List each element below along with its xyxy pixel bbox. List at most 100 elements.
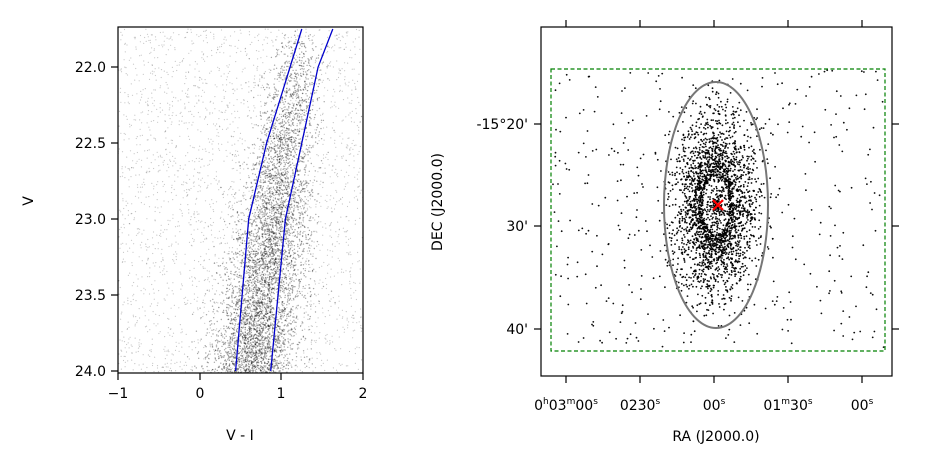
data-point: [255, 268, 257, 270]
data-point: [298, 145, 300, 147]
data-point: [234, 354, 236, 356]
data-point: [252, 259, 255, 262]
data-point: [283, 290, 285, 292]
data-point: [300, 325, 302, 327]
data-point: [215, 359, 217, 362]
data-point: [270, 156, 272, 158]
data-point: [307, 78, 309, 80]
data-point: [234, 325, 236, 327]
data-point: [285, 236, 287, 238]
data-point: [225, 262, 228, 264]
data-point: [247, 280, 249, 283]
data-point: [260, 345, 262, 348]
data-point: [272, 224, 274, 226]
data-point: [230, 186, 232, 188]
data-point: [320, 48, 322, 50]
data-point: [269, 237, 271, 239]
data-point: [227, 290, 229, 292]
data-point: [270, 56, 273, 59]
data-point: [245, 264, 247, 266]
data-point: [266, 86, 268, 89]
data-point: [269, 332, 271, 334]
data-point: [262, 128, 264, 130]
data-point: [277, 319, 279, 321]
data-point: [233, 337, 235, 340]
data-point: [296, 61, 298, 63]
data-point: [306, 70, 309, 72]
data-point: [224, 360, 226, 362]
data-point: [246, 261, 248, 264]
data-point: [260, 354, 262, 356]
data-point: [310, 74, 312, 77]
data-point: [275, 126, 277, 128]
data-point: [293, 231, 295, 233]
data-point: [300, 183, 302, 185]
data-point: [224, 341, 227, 344]
data-point: [250, 90, 252, 92]
data-point: [297, 295, 299, 297]
data-point: [284, 164, 286, 166]
data-point: [276, 159, 278, 161]
data-point: [276, 52, 278, 54]
data-point: [294, 269, 296, 271]
data-point: [243, 315, 245, 317]
data-point: [288, 249, 290, 251]
data-point: [224, 268, 226, 270]
data-point: [265, 150, 267, 152]
data-point: [286, 359, 288, 362]
data-point: [304, 114, 306, 117]
data-point: [293, 316, 295, 318]
data-point: [231, 300, 233, 302]
data-point: [246, 367, 248, 370]
data-point: [248, 376, 249, 377]
data-point: [268, 217, 270, 219]
data-point: [291, 329, 293, 331]
data-point: [258, 267, 260, 269]
data-point: [288, 155, 290, 157]
data-point: [265, 274, 267, 276]
data-point: [243, 257, 245, 259]
data-point: [257, 377, 258, 378]
data-point: [283, 357, 285, 359]
data-point: [299, 191, 302, 193]
data-point: [263, 254, 265, 256]
data-point: [235, 305, 237, 307]
data-point: [279, 204, 282, 206]
data-point: [314, 293, 316, 295]
data-point: [276, 218, 278, 221]
data-point: [229, 342, 231, 344]
data-point: [262, 293, 264, 295]
data-point: [265, 225, 267, 228]
data-point: [319, 167, 322, 169]
data-point: [252, 377, 253, 378]
data-point: [249, 351, 251, 353]
data-point: [239, 228, 242, 231]
data-point: [270, 251, 273, 253]
data-point: [308, 250, 311, 252]
data-point: [200, 338, 202, 340]
data-point: [284, 133, 286, 135]
data-point: [293, 130, 295, 132]
data-point: [297, 206, 299, 209]
data-point: [243, 337, 245, 339]
data-point: [241, 239, 244, 241]
data-point: [259, 247, 262, 249]
data-point: [280, 287, 283, 289]
data-point: [293, 286, 295, 288]
data-point: [277, 170, 279, 172]
data-point: [279, 192, 281, 194]
data-point: [320, 138, 323, 140]
data-point: [269, 221, 271, 223]
data-point: [280, 224, 282, 226]
data-point: [252, 284, 254, 286]
data-point: [244, 299, 246, 302]
data-point: [267, 360, 269, 363]
data-point: [240, 364, 243, 366]
data-point: [305, 164, 307, 166]
data-point: [257, 332, 260, 335]
data-point: [229, 370, 231, 373]
data-point: [300, 338, 302, 340]
data-point: [289, 353, 291, 355]
data-point: [291, 366, 293, 368]
data-point: [287, 128, 289, 130]
